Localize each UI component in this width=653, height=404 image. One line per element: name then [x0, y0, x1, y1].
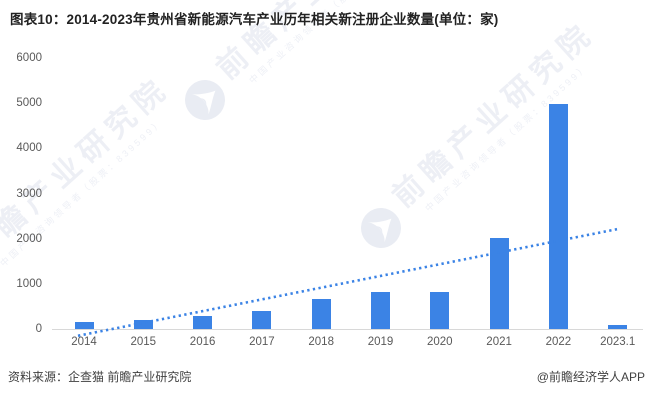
bar-2020: [430, 291, 450, 329]
x-axis-tick-label: 2019: [367, 336, 394, 348]
y-axis-tick-label: 2000: [16, 232, 42, 245]
bar-2023.1: [608, 324, 628, 329]
x-axis-tick-label: 2021: [486, 336, 512, 348]
bar-2017: [252, 310, 272, 329]
y-axis-tick-label: 0: [35, 323, 42, 335]
x-axis-tick-label: 2015: [130, 336, 157, 348]
y-axis-tick-label: 3000: [16, 187, 42, 200]
x-axis-line: [52, 329, 643, 330]
y-axis-tick-label: 6000: [16, 52, 42, 64]
chart-title: 图表10：2014-2023年贵州省新能源汽车产业历年相关新注册企业数量(单位：…: [10, 12, 499, 27]
x-axis-tick-label: 2014: [71, 336, 97, 348]
data-source-note: 资料来源：企查猫 前瞻产业研究院: [8, 370, 192, 384]
y-axis-tick-label: 4000: [16, 142, 42, 155]
x-axis-tick-label: 2022: [545, 336, 572, 348]
x-axis-tick-label: 2020: [427, 336, 453, 348]
bar-2019: [371, 292, 390, 329]
bar-2016: [193, 315, 213, 329]
credit-note: @前瞻经济学人APP: [536, 370, 645, 384]
bar-2015: [133, 319, 153, 329]
x-axis-tick-label: 2023.1: [600, 336, 636, 348]
bar-2021: [489, 238, 509, 329]
x-axis-tick-label: 2017: [249, 336, 275, 348]
bar-2014: [74, 322, 94, 329]
x-axis-tick-label: 2016: [189, 336, 216, 348]
bar-2022: [548, 103, 568, 329]
bar-2018: [311, 299, 331, 329]
y-axis-tick-label: 1000: [16, 277, 42, 290]
y-axis-tick-label: 5000: [16, 97, 42, 110]
x-axis-tick-label: 2018: [308, 336, 334, 348]
